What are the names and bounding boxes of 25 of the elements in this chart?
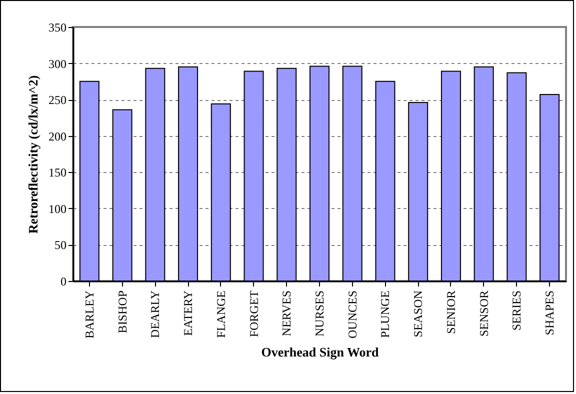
x-tick-label: SHAPES bbox=[542, 290, 557, 336]
x-axis-title: Overhead Sign Word bbox=[261, 344, 380, 360]
y-tick-label: 350 bbox=[48, 20, 66, 34]
y-tick-label: 100 bbox=[48, 202, 66, 216]
y-tick-label: 250 bbox=[48, 93, 66, 108]
x-tick-label: SENSOR bbox=[476, 290, 491, 337]
x-tick-label: OUNCES bbox=[345, 290, 360, 339]
y-tick-label: 50 bbox=[54, 238, 66, 252]
x-tick-label: SERIES bbox=[510, 290, 524, 331]
y-tick-label: 0 bbox=[60, 274, 66, 288]
x-tick-label: BISHOP bbox=[115, 290, 130, 334]
x-tick-label: EATERY bbox=[181, 290, 196, 336]
x-tick-label: FLANGE bbox=[214, 290, 228, 338]
x-tick-label: DEARLY bbox=[148, 290, 162, 338]
y-tick-label: 300 bbox=[48, 56, 66, 71]
y-tick-label: 150 bbox=[48, 166, 66, 180]
x-tick-label: BARLEY bbox=[82, 290, 96, 338]
x-tick-label: SENIOR bbox=[444, 290, 458, 334]
x-tick-label: PLUNGE bbox=[378, 290, 392, 338]
y-tick-label: 200 bbox=[48, 129, 66, 144]
x-tick-label: NERVES bbox=[280, 290, 294, 336]
x-tick-label: FORGET bbox=[246, 290, 261, 338]
x-tick-label: NURSES bbox=[312, 290, 326, 337]
y-axis-title: Retroreflectivity (cd/lx/m^2) bbox=[26, 75, 40, 234]
x-tick-label: SEASON bbox=[411, 290, 426, 338]
